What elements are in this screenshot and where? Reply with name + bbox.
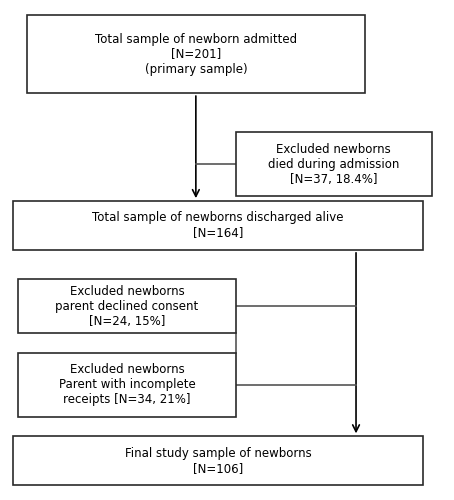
Text: Final study sample of newborns
[N=106]: Final study sample of newborns [N=106] — [125, 446, 311, 474]
FancyBboxPatch shape — [236, 132, 432, 196]
Text: Total sample of newborns discharged alive
[N=164]: Total sample of newborns discharged aliv… — [92, 212, 344, 240]
FancyBboxPatch shape — [27, 15, 365, 93]
FancyBboxPatch shape — [18, 353, 236, 416]
Text: Excluded newborns
Parent with incomplete
receipts [N=34, 21%]: Excluded newborns Parent with incomplete… — [59, 363, 195, 406]
Text: Excluded newborns
parent declined consent
[N=24, 15%]: Excluded newborns parent declined consen… — [55, 285, 198, 328]
Text: Total sample of newborn admitted
[N=201]
(primary sample): Total sample of newborn admitted [N=201]… — [95, 32, 297, 76]
FancyBboxPatch shape — [18, 280, 236, 334]
FancyBboxPatch shape — [14, 436, 423, 485]
FancyBboxPatch shape — [14, 201, 423, 250]
Text: Excluded newborns
died during admission
[N=37, 18.4%]: Excluded newborns died during admission … — [268, 143, 400, 186]
